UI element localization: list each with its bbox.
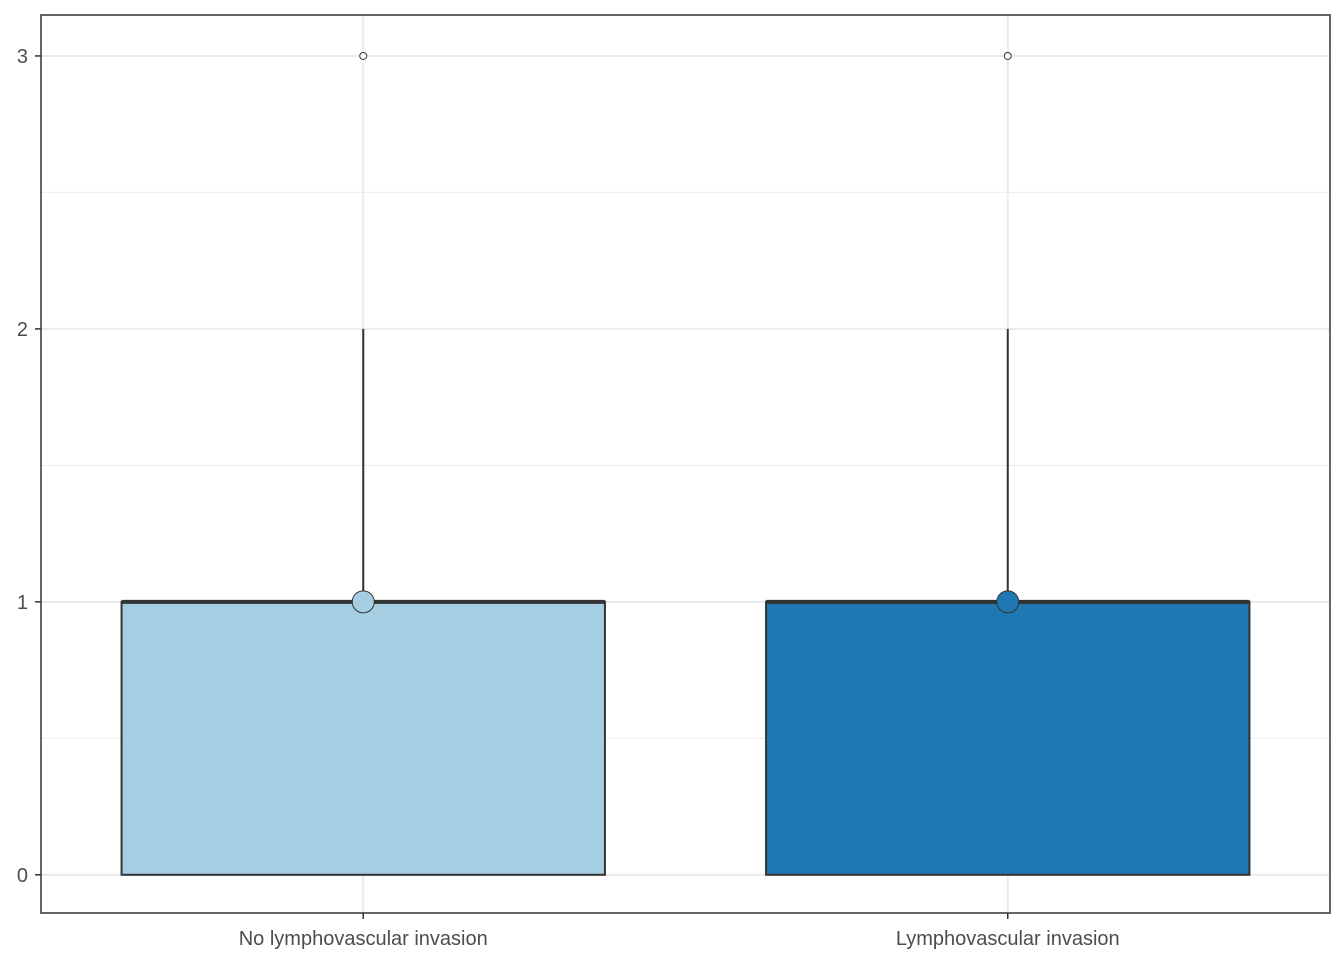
y-tick-label: 1 — [17, 592, 28, 614]
boxes-layer — [120, 51, 1251, 876]
box — [765, 600, 1251, 876]
outlier-point — [359, 51, 368, 60]
y-axis: 0 1 2 3 — [17, 46, 41, 887]
y-tick-label: 0 — [17, 865, 28, 887]
y-tick-label: 3 — [17, 46, 28, 68]
box — [120, 600, 606, 876]
mean-point — [996, 590, 1020, 614]
mean-point — [351, 590, 375, 614]
outlier-point — [1003, 51, 1012, 60]
panel-border — [40, 14, 1331, 914]
y-tick-label: 2 — [17, 319, 28, 341]
x-axis: No lymphovascular invasion Lymphovascular… — [239, 913, 1120, 950]
x-tick-label: No lymphovascular invasion — [239, 928, 488, 950]
x-tick-label: Lymphovascular invasion — [896, 928, 1120, 950]
